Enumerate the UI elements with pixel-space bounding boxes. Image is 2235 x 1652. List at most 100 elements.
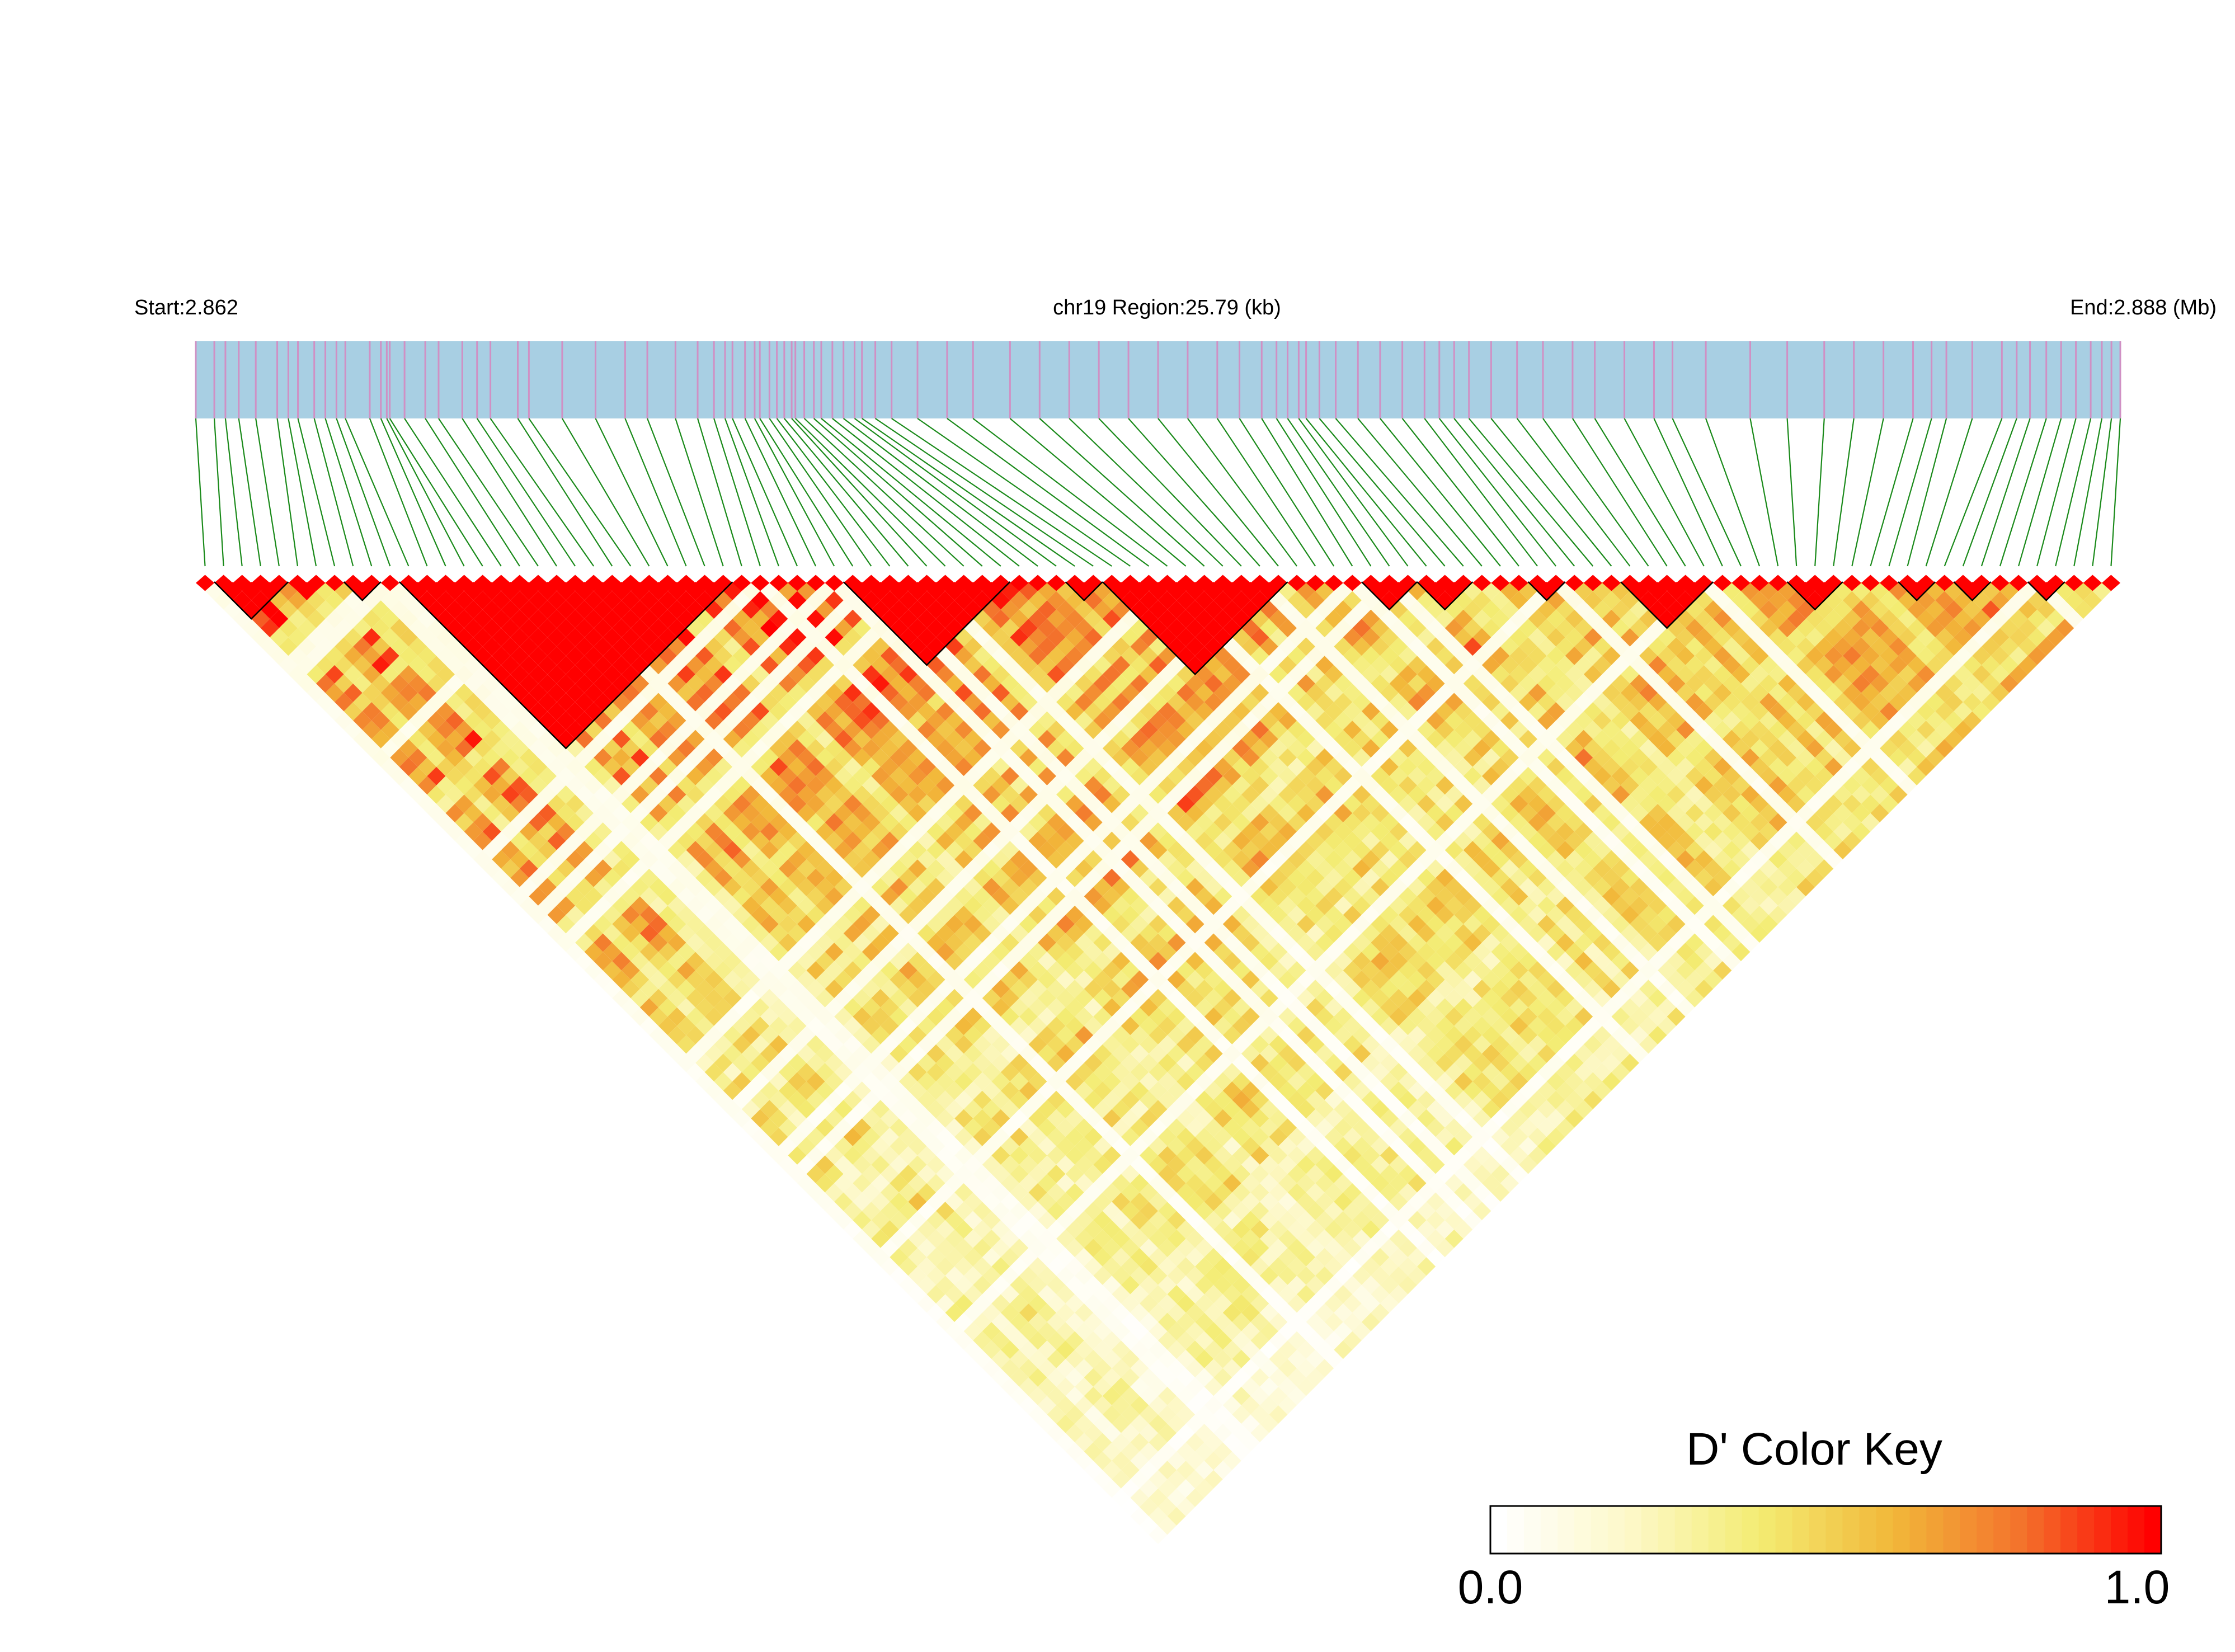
ld-cell (1241, 766, 1260, 785)
ld-cell (806, 905, 825, 924)
ld-cell (1130, 1155, 1149, 1174)
ld-cell (825, 1164, 844, 1183)
ld-cell (1602, 1072, 1621, 1091)
ld-cell (1306, 628, 1325, 647)
ld-cell (1130, 729, 1149, 749)
ld-cell (1722, 841, 1741, 860)
ld-cell (1149, 1211, 1168, 1230)
ld-cell (417, 702, 436, 721)
ld-cell (760, 693, 779, 712)
ld-cell (973, 665, 992, 684)
ld-cell (695, 702, 714, 721)
ld-cell (982, 1266, 1001, 1285)
ld-cell (788, 1090, 807, 1109)
ld-cell (1177, 998, 1196, 1017)
ld-cell (677, 813, 696, 832)
ld-cell (1185, 748, 1204, 767)
ld-cell (1602, 721, 1621, 740)
ld-cell (1334, 970, 1353, 989)
ld-cell (917, 831, 937, 850)
ld-cell (741, 619, 760, 638)
ld-cell (1065, 905, 1084, 924)
ld-cell (390, 674, 409, 693)
ld-cell (1250, 1386, 1269, 1405)
ld-cell (492, 868, 511, 887)
ld-cell (1481, 600, 1500, 619)
ld-cell (603, 850, 622, 869)
ld-cell (936, 1239, 955, 1258)
ld-cell (695, 683, 714, 702)
snp-connector (832, 418, 1020, 567)
ld-cell (917, 1276, 937, 1295)
ld-cell (982, 1044, 1001, 1063)
ld-cell (1417, 1202, 1436, 1221)
ld-cell (649, 785, 668, 804)
snp-connector (380, 418, 446, 567)
ld-cell (1334, 600, 1353, 619)
ld-cell (741, 1100, 760, 1119)
ld-cell (1185, 933, 1204, 952)
ld-cell (1010, 1368, 1029, 1387)
ld-cell (557, 656, 576, 675)
ld-cell (751, 924, 770, 943)
ld-cell (1602, 813, 1621, 832)
ld-cell (862, 1127, 881, 1146)
ld-cell (769, 1053, 788, 1072)
ld-cell (510, 831, 529, 850)
ld-cell (834, 1081, 853, 1100)
ld-cell (1408, 1211, 1427, 1230)
ld-cell (1361, 1202, 1380, 1221)
ld-cell (1269, 961, 1288, 980)
ld-cell (1065, 961, 1084, 980)
ld-cell (417, 757, 436, 776)
ld-cell (1038, 1377, 1057, 1396)
ld-cell (380, 757, 399, 776)
ld-cell (1334, 896, 1353, 915)
ld-cell (991, 1220, 1010, 1239)
ld-cell (1704, 841, 1723, 860)
ld-cell (1546, 776, 1565, 795)
ld-cell (1269, 1146, 1288, 1165)
ld-cell (1306, 943, 1325, 962)
ld-cell (871, 1155, 890, 1174)
ld-cell (1481, 619, 1500, 638)
ld-cell (1185, 1007, 1204, 1026)
snp-connector (561, 418, 650, 567)
ld-cell (1315, 729, 1334, 749)
ld-cell (519, 785, 538, 804)
ld-cell (1324, 1090, 1343, 1109)
ld-cell (612, 600, 631, 619)
ld-cell (834, 1137, 853, 1156)
snp-connector (476, 418, 576, 567)
ld-cell (704, 989, 723, 1008)
ld-cell (1000, 1081, 1019, 1100)
ld-cell (1241, 656, 1260, 675)
ld-cell (816, 1100, 835, 1119)
ld-cell (1297, 637, 1316, 656)
ld-cell (1306, 1146, 1325, 1165)
ld-cell (1361, 1035, 1380, 1054)
ld-cell (529, 905, 548, 924)
ld-cell (991, 776, 1010, 795)
ld-cell (1056, 1063, 1075, 1082)
ld-cell (1204, 970, 1223, 989)
ld-cell (760, 637, 779, 656)
ld-cell (1177, 1424, 1196, 1443)
ld-cell (917, 794, 937, 813)
ld-cell (1047, 1146, 1066, 1165)
ld-cell (1000, 1044, 1019, 1063)
ld-cell (1297, 933, 1316, 952)
ld-cell (880, 628, 899, 647)
ld-cell (982, 1192, 1001, 1211)
ld-cell (862, 665, 881, 684)
ld-cell (936, 1127, 955, 1146)
ld-cell (1177, 1349, 1196, 1368)
ld-cell (658, 961, 677, 980)
ld-cell (1713, 887, 1732, 906)
ld-cell (1426, 915, 1445, 934)
snp-connector (1516, 418, 1631, 567)
ld-cell (1361, 609, 1380, 628)
ld-cell (1121, 1146, 1140, 1165)
ld-cell (945, 1174, 964, 1193)
ld-cell (1241, 1359, 1260, 1378)
